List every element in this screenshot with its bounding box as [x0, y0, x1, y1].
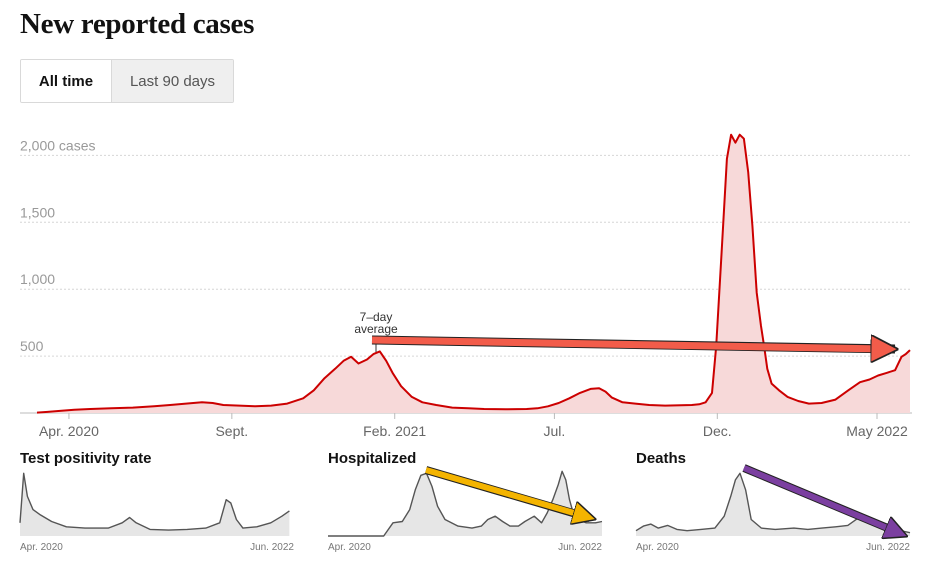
- x-end-label: Jun. 2022: [558, 542, 602, 553]
- deaths-title: Deaths: [636, 450, 687, 467]
- yellow-arrow: [425, 467, 586, 517]
- small-area: [20, 473, 290, 536]
- cases-line: [36, 133, 911, 414]
- small-line: [19, 472, 290, 531]
- page-title: New reported cases: [20, 8, 255, 40]
- x-start-label: Apr. 2020: [636, 542, 679, 553]
- annotation-label: average: [354, 322, 398, 336]
- annotation-label: 7–day: [360, 310, 393, 324]
- test-positivity-title: Test positivity rate: [20, 450, 152, 467]
- time-range-toggle: All time Last 90 days: [20, 59, 234, 103]
- y-tick-label: 1,000: [20, 271, 55, 287]
- x-tick-label: Feb. 2021: [363, 423, 426, 439]
- x-tick-label: May 2022: [846, 423, 908, 439]
- x-tick-label: Sept.: [215, 423, 248, 439]
- small-line: [328, 470, 603, 537]
- test-positivity-chart: Apr. 2020 Jun. 2022: [19, 472, 294, 553]
- hospitalized-title: Hospitalized: [328, 450, 417, 467]
- x-start-label: Apr. 2020: [328, 542, 371, 553]
- x-tick-label: Apr. 2020: [39, 423, 99, 439]
- x-end-label: Jun. 2022: [866, 542, 910, 553]
- red-arrow: [371, 340, 886, 349]
- y-tick-label: 1,500: [20, 204, 55, 220]
- purple-arrow: [742, 465, 898, 533]
- all-time-button[interactable]: All time: [21, 60, 111, 102]
- deaths-chart: Apr. 2020 Jun. 2022: [635, 464, 910, 553]
- hospitalized-chart: Apr. 2020 Jun. 2022: [328, 466, 603, 553]
- x-start-label: Apr. 2020: [20, 542, 63, 553]
- x-tick-label: Jul.: [544, 423, 566, 439]
- y-tick-label: 500: [20, 338, 44, 354]
- x-tick-label: Dec.: [703, 423, 732, 439]
- y-tick-label: 2,000 cases: [20, 137, 96, 153]
- small-area: [328, 471, 602, 536]
- x-end-label: Jun. 2022: [250, 542, 294, 553]
- cases-area: [37, 134, 910, 413]
- last-90-days-button[interactable]: Last 90 days: [111, 60, 233, 102]
- new-cases-chart: 500 1,000 1,500 2,000 cases Apr. 2020 Sept. Fe…: [20, 133, 912, 439]
